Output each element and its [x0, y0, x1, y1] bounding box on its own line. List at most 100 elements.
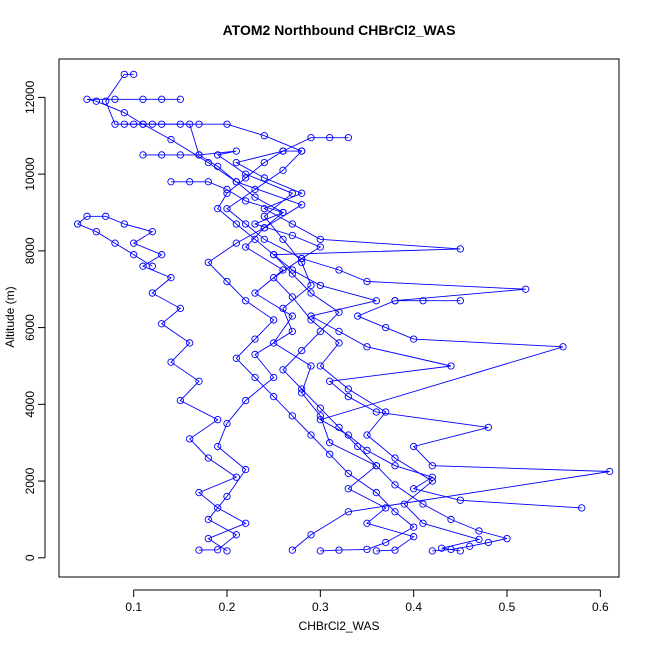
data-point [428, 477, 436, 485]
data-point [298, 346, 306, 355]
data-point [270, 274, 278, 282]
data-point [251, 350, 259, 359]
data-point [372, 462, 380, 470]
data-point [344, 385, 352, 393]
data-point [288, 220, 296, 228]
data-point [214, 151, 222, 159]
data-point [242, 197, 250, 205]
data-point [158, 320, 166, 328]
data-point [195, 377, 203, 385]
data-point [186, 339, 194, 347]
data-point [391, 508, 399, 516]
data-point [354, 312, 362, 320]
data-point [242, 396, 250, 405]
data-point [260, 132, 268, 140]
series-line-6 [76, 215, 247, 552]
y-tick-label: 0 [23, 554, 37, 561]
data-point [288, 546, 296, 554]
data-point [111, 239, 119, 247]
data-point [214, 504, 222, 512]
data-point [382, 323, 390, 332]
data-point [270, 251, 278, 259]
data-point [214, 546, 222, 554]
data-point [307, 281, 315, 290]
data-point [214, 204, 222, 213]
data-point [382, 408, 390, 416]
data-point [186, 120, 194, 128]
x-axis: 0.1 0.2 0.3 0.4 0.5 0.6 [125, 589, 609, 614]
data-point [130, 239, 138, 247]
data-point [363, 343, 371, 351]
data-point [288, 266, 296, 274]
data-point [204, 258, 212, 267]
data-point [148, 289, 156, 297]
data-point [270, 393, 278, 401]
data-point [102, 212, 110, 220]
data-point [316, 327, 324, 336]
data-point [391, 481, 399, 489]
data-point [456, 547, 464, 555]
data-point [326, 377, 334, 385]
data-point [251, 335, 259, 343]
data-point [148, 262, 156, 270]
data-point [111, 120, 119, 128]
data-point [288, 189, 296, 197]
data-point [279, 366, 287, 374]
data-point [251, 220, 259, 228]
data-point [456, 297, 464, 305]
data-point [456, 496, 464, 504]
data-point [83, 212, 91, 220]
data-point [232, 147, 240, 155]
data-point [186, 435, 194, 443]
data-point [344, 508, 352, 516]
data-point [410, 485, 418, 493]
data-point [223, 277, 231, 286]
data-point [223, 547, 231, 555]
data-point [223, 185, 231, 194]
data-point [223, 492, 231, 501]
data-point [120, 109, 128, 117]
x-tick-label: 0.5 [499, 600, 516, 614]
data-point [344, 485, 352, 493]
data-point [242, 297, 250, 305]
data-point [120, 120, 128, 128]
data-point [251, 289, 259, 297]
data-point [195, 120, 203, 128]
data-point [167, 135, 175, 144]
data-point [419, 519, 427, 527]
data-point [307, 362, 315, 370]
data-point [120, 70, 128, 78]
y-tick-label: 10000 [23, 157, 37, 191]
data-point [232, 354, 240, 362]
data-point [260, 235, 268, 243]
data-point [372, 408, 380, 416]
data-point [242, 220, 250, 228]
data-point [428, 462, 436, 470]
data-point [251, 193, 259, 201]
data-point [167, 178, 175, 186]
data-point [139, 151, 147, 159]
x-tick-label: 0.3 [312, 600, 329, 614]
series-line-4 [235, 137, 610, 551]
data-point [307, 134, 315, 142]
data-point [410, 533, 418, 541]
data-point [298, 147, 306, 155]
data-point [242, 174, 250, 182]
data-point [232, 158, 240, 167]
data-point [298, 389, 306, 397]
data-point [522, 285, 530, 293]
data-point [363, 277, 371, 286]
data-point [288, 270, 296, 278]
data-point [139, 95, 147, 103]
data-point [158, 120, 166, 128]
data-point [92, 97, 100, 105]
chart-title: ATOM2 Northbound CHBrCl2_WAS [223, 22, 456, 38]
data-point [307, 531, 315, 539]
data-point [372, 488, 380, 497]
data-point [83, 95, 91, 103]
data-point [288, 231, 296, 240]
data-point [307, 316, 315, 324]
data-point [251, 185, 259, 194]
data-point [214, 416, 222, 424]
data-point [410, 335, 418, 343]
